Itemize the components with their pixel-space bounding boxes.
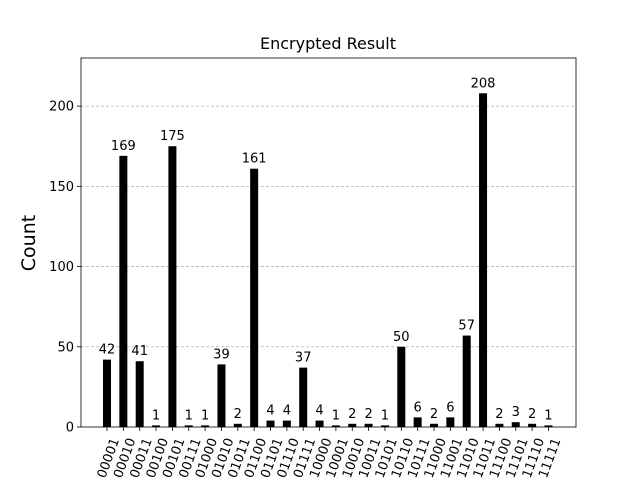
bar [152, 425, 161, 427]
data-label: 1 [381, 408, 389, 423]
data-label: 41 [131, 344, 148, 359]
bar [495, 423, 504, 427]
bar [348, 423, 357, 427]
data-label: 39 [213, 347, 230, 362]
bar [135, 361, 144, 427]
data-label: 42 [99, 343, 116, 358]
y-axis-label: Count [18, 215, 40, 271]
bar [380, 425, 389, 427]
bar [462, 335, 471, 427]
data-label: 169 [111, 139, 136, 154]
axes: 0501001502000000100010000110010000101001… [49, 57, 577, 480]
data-label: 1 [544, 408, 552, 423]
data-label: 4 [283, 404, 291, 419]
y-tick-label: 200 [49, 100, 74, 115]
data-label: 37 [295, 351, 312, 366]
data-label: 2 [430, 407, 438, 422]
bar [446, 417, 455, 427]
data-label: 1 [185, 408, 193, 423]
bar [479, 93, 488, 427]
data-label: 6 [446, 400, 454, 415]
data-label: 1 [332, 408, 340, 423]
bar [528, 423, 537, 427]
data-label: 6 [414, 400, 422, 415]
bar [119, 155, 128, 427]
bar [544, 425, 553, 427]
bar [413, 417, 422, 427]
bar [282, 420, 291, 427]
bar [217, 364, 226, 427]
data-label: 2 [364, 407, 372, 422]
data-label: 1 [152, 408, 160, 423]
bar [315, 420, 324, 427]
y-tick-label: 100 [49, 260, 74, 275]
bar [184, 425, 193, 427]
data-label: 57 [458, 319, 475, 334]
bar [250, 168, 259, 427]
bars [103, 93, 553, 427]
data-label: 1 [201, 408, 209, 423]
bar [364, 423, 373, 427]
data-label: 2 [528, 407, 536, 422]
data-label: 208 [471, 76, 496, 91]
data-label: 2 [495, 407, 503, 422]
bar [233, 423, 242, 427]
bar [511, 422, 520, 427]
y-tick-label: 50 [57, 340, 74, 355]
plot-frame [80, 57, 577, 428]
bar [430, 423, 438, 427]
data-label: 4 [315, 404, 323, 419]
data-label: 3 [512, 405, 520, 420]
bar [397, 346, 406, 427]
data-label: 50 [393, 330, 410, 345]
bar [299, 367, 308, 427]
bar [331, 425, 340, 427]
bar [168, 146, 177, 427]
bar [201, 425, 210, 427]
data-label: 175 [160, 129, 185, 144]
data-label: 2 [234, 407, 242, 422]
data-label: 161 [242, 152, 267, 167]
data-label: 4 [266, 404, 274, 419]
data-label: 2 [348, 407, 356, 422]
chart-title: Encrypted Result [260, 34, 396, 53]
y-tick-label: 150 [49, 180, 74, 195]
bar [103, 359, 111, 427]
bar [266, 420, 275, 427]
grid-lines [81, 105, 576, 348]
y-tick-label: 0 [66, 421, 74, 436]
